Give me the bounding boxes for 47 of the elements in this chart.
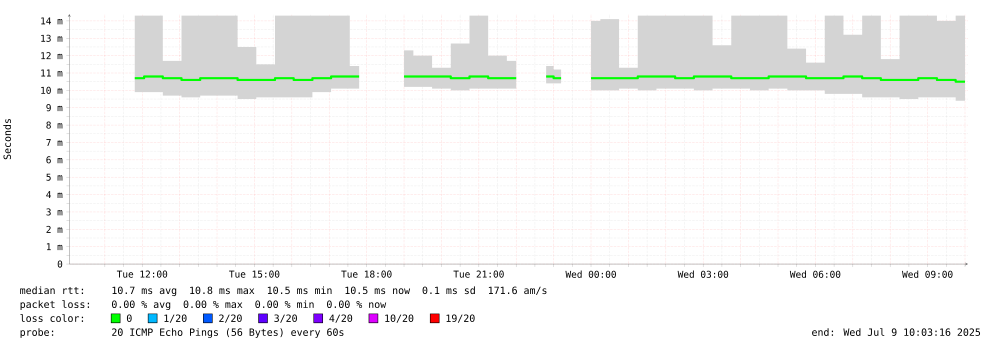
y-tick-label: 13 m bbox=[41, 34, 62, 42]
legend-label: 10/20 bbox=[385, 314, 414, 323]
text: packet loss: bbox=[20, 300, 90, 310]
y-tick-label: 7 m bbox=[46, 139, 62, 146]
legend-label: 3/20 bbox=[274, 314, 297, 323]
x-tick-label: Wed 06:00 bbox=[790, 270, 840, 278]
y-tick-label: 3 m bbox=[46, 208, 62, 216]
text: 0.00 % min bbox=[255, 300, 314, 308]
x-tick-label: Tue 18:00 bbox=[341, 270, 392, 278]
y-tick-label: 1 m bbox=[46, 243, 62, 250]
x-tick-label: Tue 15:00 bbox=[229, 270, 280, 278]
text: 10.8 ms max bbox=[190, 286, 254, 294]
y-axis-title: Seconds bbox=[3, 119, 11, 160]
y-tick-label: 6 m bbox=[46, 156, 62, 164]
x-tick-label: Wed 03:00 bbox=[678, 270, 728, 278]
legend-title: loss color: bbox=[20, 314, 84, 322]
text: 0.00 % avg bbox=[112, 300, 170, 310]
text: 0.00 % max bbox=[184, 300, 242, 308]
y-tick-label: 9 m bbox=[46, 104, 62, 112]
x-tick-label: Wed 09:00 bbox=[902, 270, 953, 278]
text: median rtt: bbox=[20, 286, 84, 294]
y-tick-label: 12 m bbox=[41, 52, 62, 60]
text: 171.6 am/s bbox=[488, 286, 546, 295]
legend-label: 1/20 bbox=[164, 314, 187, 323]
x-tick-label: Tue 21:00 bbox=[453, 270, 504, 278]
y-tick-label: 4 m bbox=[46, 191, 62, 198]
text: 10.5 ms now bbox=[346, 286, 410, 294]
legend-label: 19/20 bbox=[446, 314, 475, 323]
text: probe: bbox=[20, 328, 54, 338]
text: 10.7 ms avg bbox=[112, 286, 176, 296]
text: end: Wed Jul 9 10:03:16 2025 bbox=[812, 328, 980, 336]
x-tick-label: Tue 12:00 bbox=[116, 270, 168, 278]
legend-label: 4/20 bbox=[329, 314, 352, 323]
text: 10.5 ms min bbox=[268, 286, 332, 294]
text: 0.1 ms sd bbox=[422, 286, 475, 294]
y-tick-label: 0 bbox=[58, 260, 62, 268]
legend-label: 0 bbox=[126, 314, 132, 322]
y-tick-label: 5 m bbox=[46, 174, 62, 181]
y-tick-label: 14 m bbox=[41, 18, 62, 24]
y-tick-label: 8 m bbox=[46, 122, 62, 129]
text: 20 ICMP Echo Pings (56 Bytes) every 60s bbox=[112, 328, 344, 338]
y-tick-label: 11 m bbox=[41, 70, 62, 77]
y-tick-label: 10 m bbox=[41, 86, 62, 94]
text: 0.00 % now bbox=[327, 300, 386, 308]
x-tick-label: Wed 00:00 bbox=[565, 270, 616, 278]
y-tick-label: 2 m bbox=[46, 226, 62, 233]
legend-label: 2/20 bbox=[219, 314, 242, 323]
